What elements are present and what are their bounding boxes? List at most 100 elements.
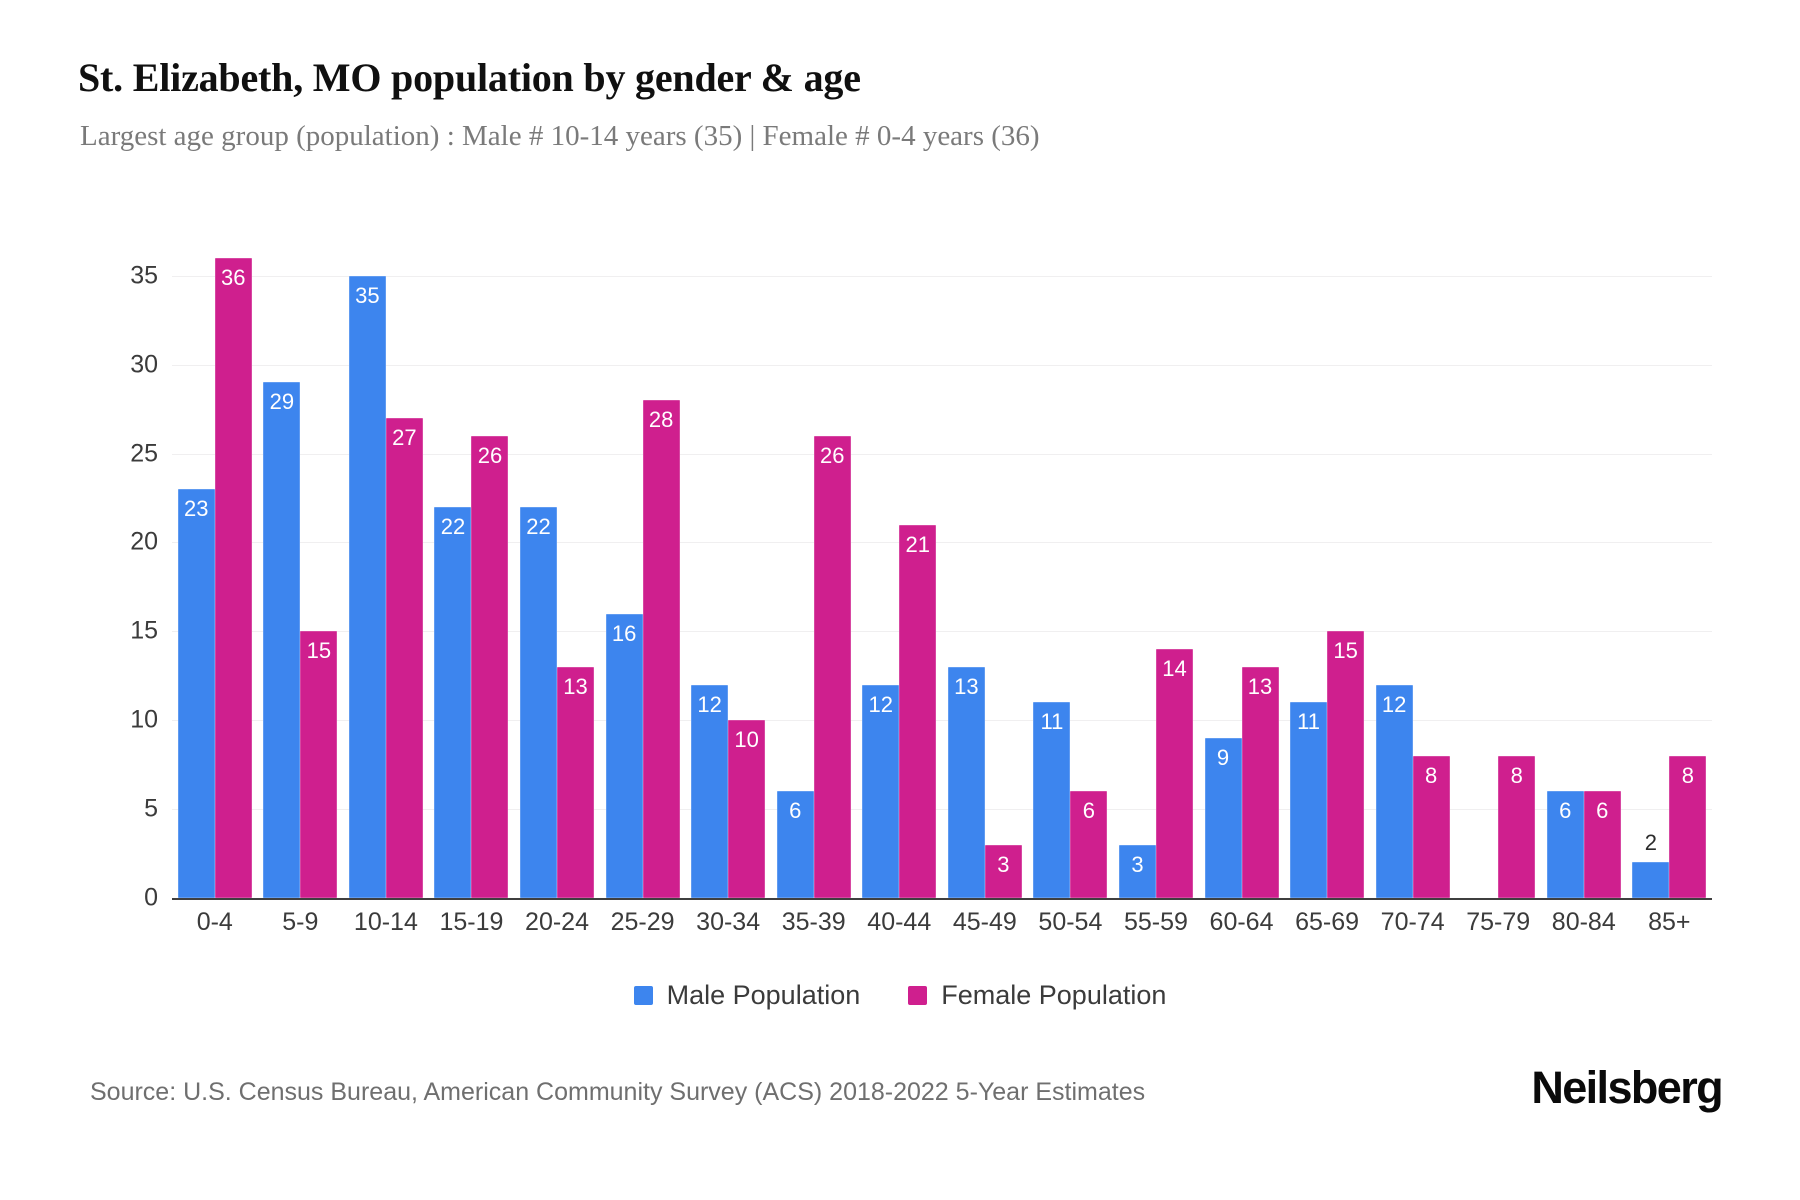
bar-male[interactable]: 2 xyxy=(1632,832,1670,898)
bar-female[interactable]: 36 xyxy=(214,258,252,898)
bar-female[interactable]: 14 xyxy=(1155,649,1193,898)
x-tick-label: 10-14 xyxy=(353,908,418,936)
x-tick-label: 45-49 xyxy=(952,908,1017,936)
bar-male[interactable]: 16 xyxy=(605,613,643,898)
bar-value-label: 15 xyxy=(1333,638,1358,664)
x-tick-label: 0-4 xyxy=(196,908,233,936)
bar-value-label: 22 xyxy=(440,513,466,539)
x-tick-label: 40-44 xyxy=(867,908,932,936)
x-axis-line xyxy=(172,898,1712,900)
x-tick-label: 65-69 xyxy=(1295,908,1360,936)
bar-male[interactable]: 35 xyxy=(348,275,386,898)
bar-value-label: 11 xyxy=(1297,709,1321,735)
bar-female[interactable]: 8 xyxy=(1669,755,1707,898)
y-tick-label: 30 xyxy=(130,350,158,379)
bar-value-label: 22 xyxy=(526,513,551,539)
bar-male[interactable]: 12 xyxy=(1375,684,1413,898)
bar-value-label: 13 xyxy=(1247,673,1273,699)
bar-female[interactable]: 6 xyxy=(1070,791,1108,898)
bar-value-label: 28 xyxy=(648,407,674,433)
page-title: St. Elizabeth, MO population by gender &… xyxy=(78,55,861,100)
brand-logo: Neilsberg xyxy=(1531,1062,1723,1113)
gridline xyxy=(172,453,1712,455)
bar-value-label: 12 xyxy=(868,691,894,717)
chart-legend: Male Population Female Population xyxy=(0,980,1800,1011)
bar-value-label: 8 xyxy=(1681,762,1694,788)
bar-female[interactable]: 27 xyxy=(385,418,423,898)
bar-value-label: 13 xyxy=(954,673,979,699)
bar-group: 11 15 xyxy=(1284,258,1370,898)
bar-male[interactable]: 12 xyxy=(862,684,900,898)
bar-value-label: 6 xyxy=(789,798,802,824)
bar-female[interactable]: 13 xyxy=(1241,666,1279,898)
bar-male[interactable]: 11 xyxy=(1033,702,1071,898)
y-axis: 0 5 10 15 20 25 30 35 xyxy=(100,258,158,911)
bar-value-label: 10 xyxy=(734,727,759,753)
page-subtitle: Largest age group (population) : Male # … xyxy=(80,120,1040,152)
bar-male[interactable]: 13 xyxy=(947,666,985,898)
bar-female[interactable]: 26 xyxy=(813,435,851,898)
bar-female[interactable]: 10 xyxy=(728,720,766,898)
y-tick-label: 5 xyxy=(144,794,158,823)
bar-value-label: 14 xyxy=(1162,656,1187,682)
bar-male[interactable]: 22 xyxy=(434,506,472,898)
square-swatch-male-icon xyxy=(633,986,653,1005)
bar-female[interactable]: 15 xyxy=(1327,631,1365,898)
x-tick-label: 50-54 xyxy=(1038,908,1103,936)
legend-item[interactable]: Female Population xyxy=(908,980,1166,1011)
bar-value-label: 35 xyxy=(355,282,380,308)
bar-male[interactable]: 12 xyxy=(691,684,729,898)
bar-male[interactable]: 11 xyxy=(1290,702,1328,898)
bar-group: 29 15 xyxy=(258,258,344,898)
y-tick-label: 35 xyxy=(130,261,158,290)
bar-female[interactable]: 28 xyxy=(642,400,680,898)
bar-group: 12 21 xyxy=(857,258,943,898)
bar-group: 16 28 xyxy=(600,258,686,898)
bar-group: 3 14 xyxy=(1113,258,1199,898)
bar-female[interactable]: 15 xyxy=(300,631,338,898)
bar-value-label: 8 xyxy=(1510,762,1523,788)
bar-value-label: 26 xyxy=(477,442,503,468)
x-axis: 0-4 5-9 10-14 15-19 20-24 25-29 30-34 35-39 40-4… xyxy=(172,908,1712,937)
bar-value-label: 26 xyxy=(819,442,845,468)
x-tick-label: 5-9 xyxy=(282,908,319,936)
bar-group: 9 13 xyxy=(1199,258,1285,898)
bar-female[interactable]: 26 xyxy=(471,435,509,898)
bar-value-label: 6 xyxy=(1596,798,1609,824)
bar-value-label: 29 xyxy=(269,389,295,415)
bar-female[interactable]: 8 xyxy=(1498,755,1536,898)
legend-label: Male Population xyxy=(666,980,861,1010)
gridline xyxy=(172,364,1712,366)
bar-value-label: 12 xyxy=(697,691,722,717)
bar-group: 12 8 xyxy=(1370,258,1456,898)
legend-item[interactable]: Male Population xyxy=(633,980,861,1011)
y-tick-label: 25 xyxy=(130,439,158,468)
x-tick-label: 55-59 xyxy=(1123,908,1188,936)
x-tick-label: 20-24 xyxy=(525,908,589,936)
bar-value-label: 6 xyxy=(1082,798,1096,824)
bar-value-label: 8 xyxy=(1425,762,1438,788)
bar-female[interactable]: 8 xyxy=(1412,755,1450,898)
bar-male[interactable]: 6 xyxy=(776,791,814,898)
bar-male[interactable]: 9 xyxy=(1204,738,1242,898)
legend-label: Female Population xyxy=(941,980,1167,1010)
bar-groups: 23 36 29 15 35 27 22 26 22 13 16 28 12 10 6 26 12 21 13 3 11… xyxy=(172,258,1712,898)
x-tick-label: 35-39 xyxy=(781,908,846,936)
bar-value-label: 9 xyxy=(1216,745,1230,770)
bar-male[interactable]: 23 xyxy=(177,489,215,898)
bar-female[interactable]: 21 xyxy=(899,524,937,898)
bar-male[interactable]: 6 xyxy=(1546,791,1584,898)
bar-group: 23 36 xyxy=(172,258,258,898)
x-tick-label: 60-64 xyxy=(1209,908,1274,936)
bar-group: 12 10 xyxy=(685,258,771,898)
bar-female[interactable]: 13 xyxy=(557,666,595,898)
bar-female[interactable]: 6 xyxy=(1583,791,1621,898)
source-note: Source: U.S. Census Bureau, American Com… xyxy=(90,1078,1146,1106)
bar-male[interactable]: 22 xyxy=(520,506,558,898)
bar-group: 22 13 xyxy=(514,258,600,898)
bar-female[interactable]: 3 xyxy=(984,844,1022,898)
bar-male[interactable]: 29 xyxy=(263,382,301,898)
bar-male[interactable]: 3 xyxy=(1118,844,1156,898)
